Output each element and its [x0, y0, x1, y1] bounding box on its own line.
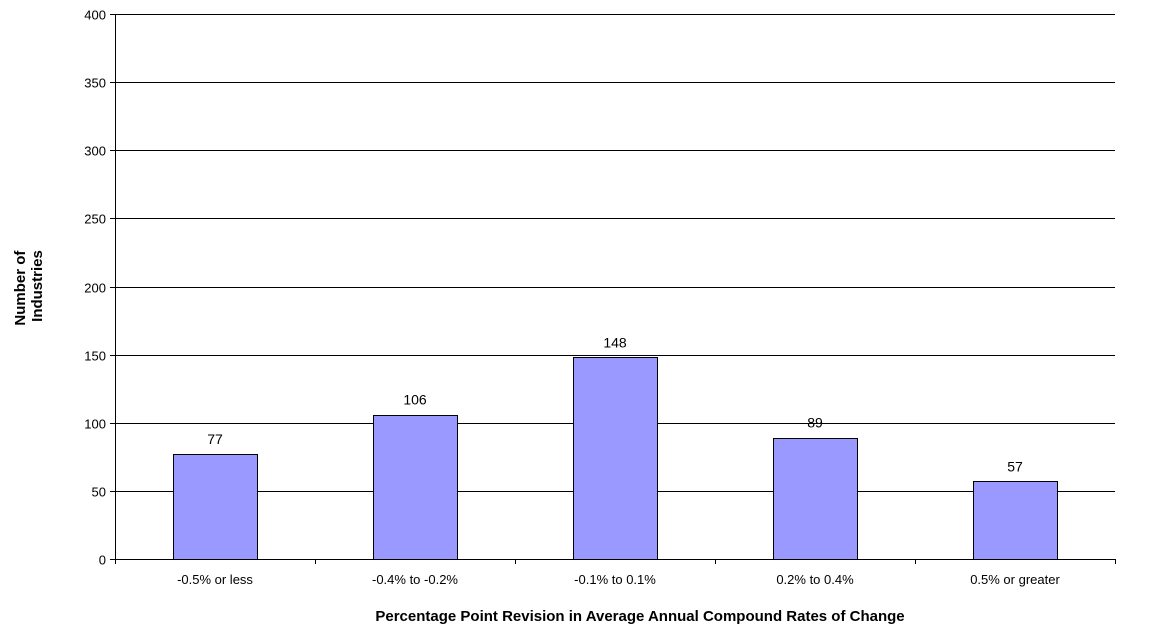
y-tick-label: 300 [84, 144, 106, 159]
axes [115, 14, 1115, 560]
bar [973, 481, 1058, 560]
data-label: 148 [603, 334, 627, 350]
x-tick-label: -0.4% to -0.2% [372, 572, 458, 587]
y-tick-labels: 0 50 100 150 200 250 300 350 400 [84, 8, 115, 568]
x-tick-label: 0.2% to 0.4% [776, 572, 854, 587]
data-label: 106 [403, 392, 427, 408]
bar [773, 438, 858, 560]
data-label: 77 [207, 431, 223, 447]
y-tick-label: 100 [84, 417, 106, 432]
data-label: 57 [1007, 458, 1023, 474]
data-labels: 77 106 148 89 57 [207, 334, 1023, 474]
y-tick-label: 250 [84, 212, 106, 227]
bar [373, 415, 458, 560]
gridlines [115, 14, 1115, 492]
y-tick-label: 200 [84, 281, 106, 296]
y-axis-title: Number of Industries [12, 246, 46, 325]
x-tick-label: 0.5% or greater [970, 572, 1060, 587]
bars [173, 357, 1058, 560]
y-axis-title-line-2: Industries [29, 250, 46, 322]
y-tick-label: 50 [92, 485, 106, 500]
y-tick-label: 0 [99, 553, 106, 568]
y-tick-label: 400 [84, 8, 106, 23]
data-label: 89 [807, 415, 823, 431]
y-tick-label: 150 [84, 349, 106, 364]
x-tick-labels: -0.5% or less -0.4% to -0.2% -0.1% to 0.1%… [115, 559, 1116, 587]
x-axis-title: Percentage Point Revision in Average Ann… [375, 608, 904, 625]
bar [173, 454, 258, 560]
y-tick-label: 350 [84, 76, 106, 91]
x-tick-label: -0.5% or less [177, 572, 253, 587]
y-axis-title-line-1: Number of [12, 250, 29, 326]
bar [573, 357, 658, 560]
x-tick-label: -0.1% to 0.1% [574, 572, 656, 587]
